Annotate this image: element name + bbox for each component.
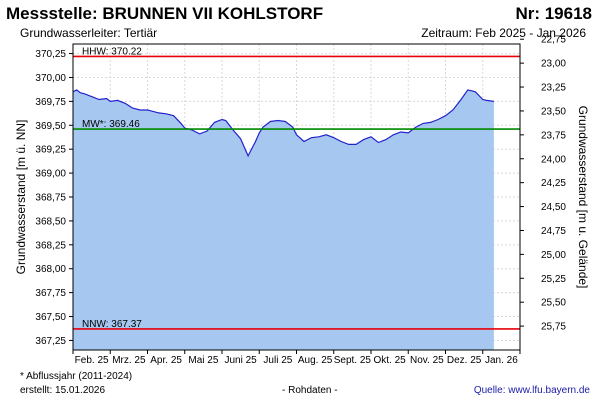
y2-tick-label: 24,50 bbox=[541, 202, 566, 213]
y-tick-label: 367,75 bbox=[35, 288, 66, 299]
y2-tick-label: 25,25 bbox=[541, 274, 566, 285]
created-date: erstellt: 15.01.2026 bbox=[20, 385, 106, 396]
x-tick-label: Aug. 25 bbox=[298, 355, 333, 366]
y-tick-label: 369,00 bbox=[35, 169, 66, 180]
y-tick-label: 368,25 bbox=[35, 240, 66, 251]
y-tick-label: 367,50 bbox=[35, 312, 66, 323]
y-axis-left: 370,25 370,00 369,75 369,50 369,25 369,00 368,… bbox=[35, 49, 73, 347]
ref-label-mw: MW*: 369.46 bbox=[82, 119, 140, 130]
source-label: Quelle: bbox=[473, 385, 506, 396]
reference-lines: HHW: 370.22 MW*: 369.46 NNW: 367.37 bbox=[73, 46, 520, 330]
source-link[interactable]: www.lfu.bayern.de bbox=[508, 385, 590, 396]
y2-tick-label: 24,75 bbox=[541, 226, 566, 237]
y2-tick-label: 23,25 bbox=[541, 83, 566, 94]
y-tick-label: 370,00 bbox=[35, 73, 66, 84]
footnote: * Abflussjahr (2011-2024) bbox=[20, 371, 133, 382]
x-tick-label: Juni 25 bbox=[225, 355, 258, 366]
x-tick-label: Dez. 25 bbox=[447, 355, 482, 366]
y-tick-label: 369,75 bbox=[35, 97, 66, 108]
y-tick-label: 368,50 bbox=[35, 216, 66, 227]
x-tick-label: Mrz. 25 bbox=[112, 355, 146, 366]
x-tick-label: Feb. 25 bbox=[75, 355, 109, 366]
y2-tick-label: 25,50 bbox=[541, 298, 566, 309]
raw-data-label: - Rohdaten - bbox=[282, 385, 338, 396]
y2-tick-label: 25,75 bbox=[541, 322, 566, 333]
station-title: Messstelle: BRUNNEN VII KOHLSTORF bbox=[6, 4, 324, 23]
x-tick-label: Jan. 26 bbox=[485, 355, 518, 366]
y-axis-right: 22,75 23,00 23,25 23,50 23,75 24,00 24,25 24,50… bbox=[520, 35, 566, 333]
x-tick-label: Apr. 25 bbox=[150, 355, 182, 366]
series-area bbox=[73, 89, 494, 351]
y2-tick-label: 23,00 bbox=[541, 59, 566, 70]
x-tick-label: Nov. 25 bbox=[410, 355, 444, 366]
x-tick-label: Okt. 25 bbox=[374, 355, 407, 366]
x-tick-label: Sept. 25 bbox=[334, 355, 372, 366]
y-tick-label: 368,75 bbox=[35, 193, 66, 204]
x-tick-label: Mai 25 bbox=[188, 355, 218, 366]
station-number: Nr: 19618 bbox=[515, 4, 592, 23]
aquifer-label: Grundwasserleiter: Tertiär bbox=[20, 26, 158, 40]
x-tick-label: Juli 25 bbox=[263, 355, 292, 366]
y-tick-label: 369,50 bbox=[35, 121, 66, 132]
y2-tick-label: 23,50 bbox=[541, 106, 566, 117]
y-tick-label: 368,00 bbox=[35, 264, 66, 275]
source-credit: Quelle: www.lfu.bayern.de bbox=[474, 385, 590, 396]
y-tick-label: 367,25 bbox=[35, 336, 66, 347]
y-axis-label: Grundwasserstand [m ü. NN] bbox=[14, 120, 28, 275]
y2-tick-label: 22,75 bbox=[541, 35, 566, 46]
ref-label-hhw: HHW: 370.22 bbox=[82, 46, 142, 57]
y-tick-label: 369,25 bbox=[35, 145, 66, 156]
y2-tick-label: 24,25 bbox=[541, 178, 566, 189]
y-tick-label: 370,25 bbox=[35, 49, 66, 60]
y2-tick-label: 24,00 bbox=[541, 154, 566, 165]
x-axis: Feb. 25 Mrz. 25 Apr. 25 Mai 25 Juni 25 Juli 2… bbox=[72, 350, 521, 366]
y2-tick-label: 23,75 bbox=[541, 130, 566, 141]
y2-tick-label: 25,00 bbox=[541, 250, 566, 261]
series-line bbox=[72, 89, 494, 158]
period-label: Zeitraum: Feb 2025 - Jan 2026 bbox=[421, 26, 586, 40]
ref-label-nnw: NNW: 367.37 bbox=[82, 319, 142, 330]
y2-axis-label: Grundwasserstand [m u. Gelände] bbox=[576, 106, 590, 289]
